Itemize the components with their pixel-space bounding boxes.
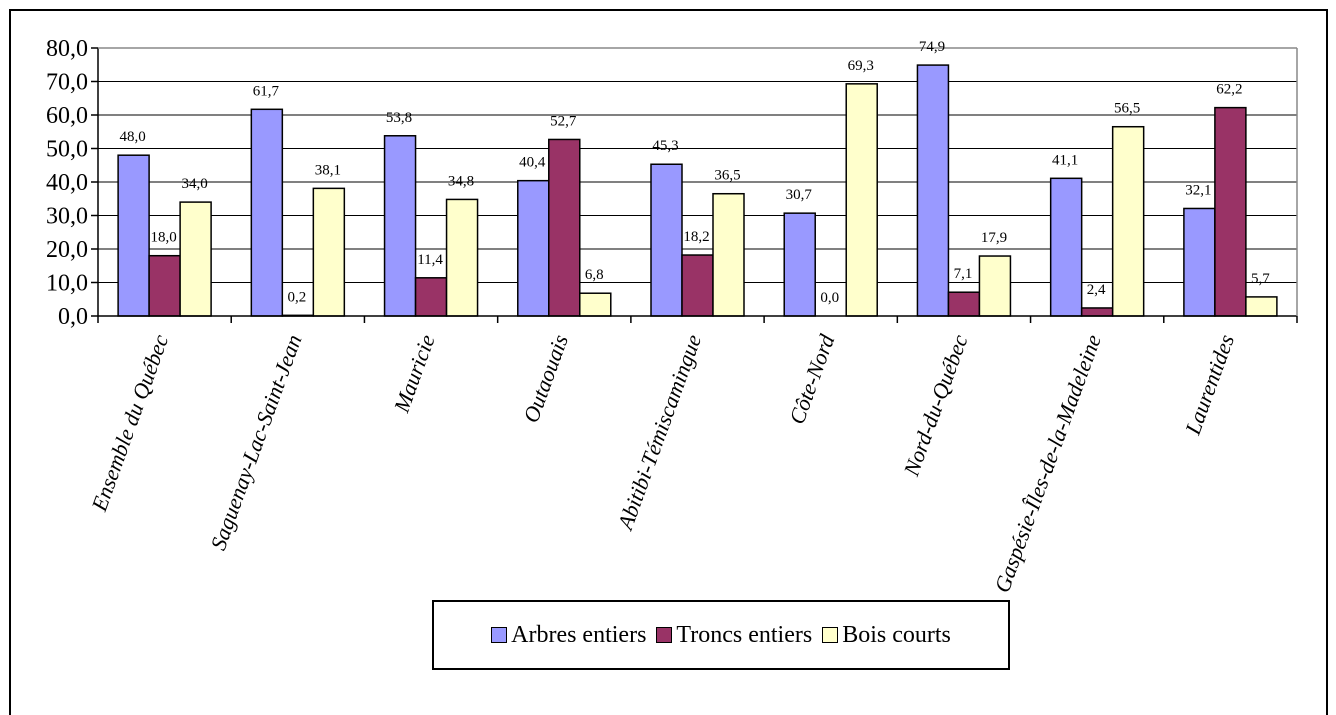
x-category-label: Ensemble du Québec	[86, 331, 173, 515]
bar	[1111, 125, 1145, 317]
bar	[783, 212, 816, 317]
y-tick-label: 20,0	[46, 237, 88, 263]
x-category-label: Côte-Nord	[784, 330, 840, 427]
legend-label-arbres-entiers: Arbres entiers	[511, 621, 647, 648]
x-axis-category-labels: Ensemble du Québec Saguenay-Lac-Saint-Jea…	[86, 330, 1239, 596]
data-label: 40,4	[519, 155, 546, 171]
x-category-label: Gaspésie-Îles-de-la-Madeleine	[989, 331, 1106, 596]
axes	[91, 47, 1298, 323]
data-label: 18,0	[150, 230, 176, 246]
x-category-label: Laurentides	[1180, 331, 1240, 438]
data-label: 6,8	[585, 267, 604, 283]
data-label: 34,8	[448, 173, 474, 189]
x-category-label: Saguenay-Lac-Saint-Jean	[205, 331, 306, 553]
data-label: 41,1	[1052, 152, 1078, 168]
bars	[117, 64, 1278, 317]
bar	[517, 179, 550, 317]
data-labels: 48,0 18,0 34,0 61,7 0,2 38,1 53,8 11,4 34,8 40,4 5…	[119, 39, 1270, 306]
y-tick-label: 70,0	[46, 70, 88, 96]
data-label: 48,0	[119, 129, 145, 145]
data-label: 61,7	[253, 83, 280, 99]
data-label: 36,5	[714, 168, 740, 184]
bar	[978, 255, 1012, 317]
data-label: 30,7	[786, 187, 813, 203]
bar	[117, 154, 150, 317]
x-category-label: Abitibi-Témiscamingue	[612, 331, 706, 535]
legend-label-troncs-entiers: Troncs entiers	[676, 621, 813, 648]
bar	[947, 291, 981, 317]
y-tick-label: 30,0	[46, 204, 88, 230]
bar	[383, 135, 417, 317]
bar	[312, 187, 346, 317]
y-axis-tick-labels: 0,0 10,0 20,0 30,0 40,0 50,0 60,0 70,0 80,0	[46, 36, 88, 330]
legend: Arbres entiers Troncs entiers Bois court…	[432, 600, 1010, 670]
bar	[445, 198, 479, 317]
data-label: 18,2	[683, 229, 709, 245]
y-tick-label: 0,0	[58, 304, 88, 330]
chart-frame	[9, 9, 1328, 715]
legend-swatch-bois-courts	[822, 627, 839, 643]
y-tick-label: 50,0	[46, 137, 88, 163]
data-label: 0,0	[820, 290, 839, 306]
data-label: 0,2	[287, 289, 306, 305]
bar	[179, 201, 212, 317]
data-label: 17,9	[981, 230, 1007, 246]
data-label: 52,7	[550, 113, 577, 129]
data-label: 5,7	[1251, 271, 1270, 287]
legend-label-bois-courts: Bois courts	[842, 621, 951, 648]
bar	[1049, 177, 1083, 317]
data-label: 45,3	[652, 138, 678, 154]
data-label: 34,0	[181, 176, 207, 192]
bar	[845, 83, 878, 317]
y-tick-label: 80,0	[46, 36, 88, 62]
data-label: 32,1	[1185, 182, 1211, 198]
x-category-label: Mauricie	[388, 331, 439, 416]
legend-item-bois-courts: Bois courts	[822, 622, 951, 649]
data-label: 74,9	[919, 39, 945, 55]
bar	[148, 254, 181, 317]
bar	[414, 277, 448, 317]
y-tick-label: 60,0	[46, 103, 88, 129]
data-label: 56,5	[1114, 101, 1140, 117]
data-label: 2,4	[1087, 282, 1106, 298]
bar	[712, 192, 745, 317]
bar	[548, 138, 581, 317]
bar	[1245, 296, 1278, 317]
bar	[250, 108, 284, 317]
x-category-label: Nord-du-Québec	[898, 331, 973, 480]
data-label: 69,3	[848, 58, 874, 74]
bar	[916, 64, 950, 317]
data-label: 38,1	[315, 162, 341, 178]
bar	[579, 292, 612, 317]
x-category-label: Outaouais	[518, 331, 573, 426]
bar	[681, 254, 714, 317]
data-label: 53,8	[386, 110, 412, 126]
y-tick-label: 10,0	[46, 271, 88, 297]
bar	[1214, 106, 1247, 317]
bar	[1183, 207, 1216, 317]
legend-item-arbres-entiers: Arbres entiers	[491, 622, 646, 649]
y-tick-label: 40,0	[46, 170, 88, 196]
bar	[1080, 307, 1114, 317]
legend-swatch-arbres-entiers	[491, 627, 508, 643]
data-label: 7,1	[954, 266, 973, 282]
data-label: 11,4	[417, 252, 443, 268]
legend-item-troncs-entiers: Troncs entiers	[656, 622, 812, 649]
legend-swatch-troncs-entiers	[656, 627, 673, 643]
data-label: 62,2	[1216, 82, 1242, 98]
bar	[650, 163, 683, 317]
